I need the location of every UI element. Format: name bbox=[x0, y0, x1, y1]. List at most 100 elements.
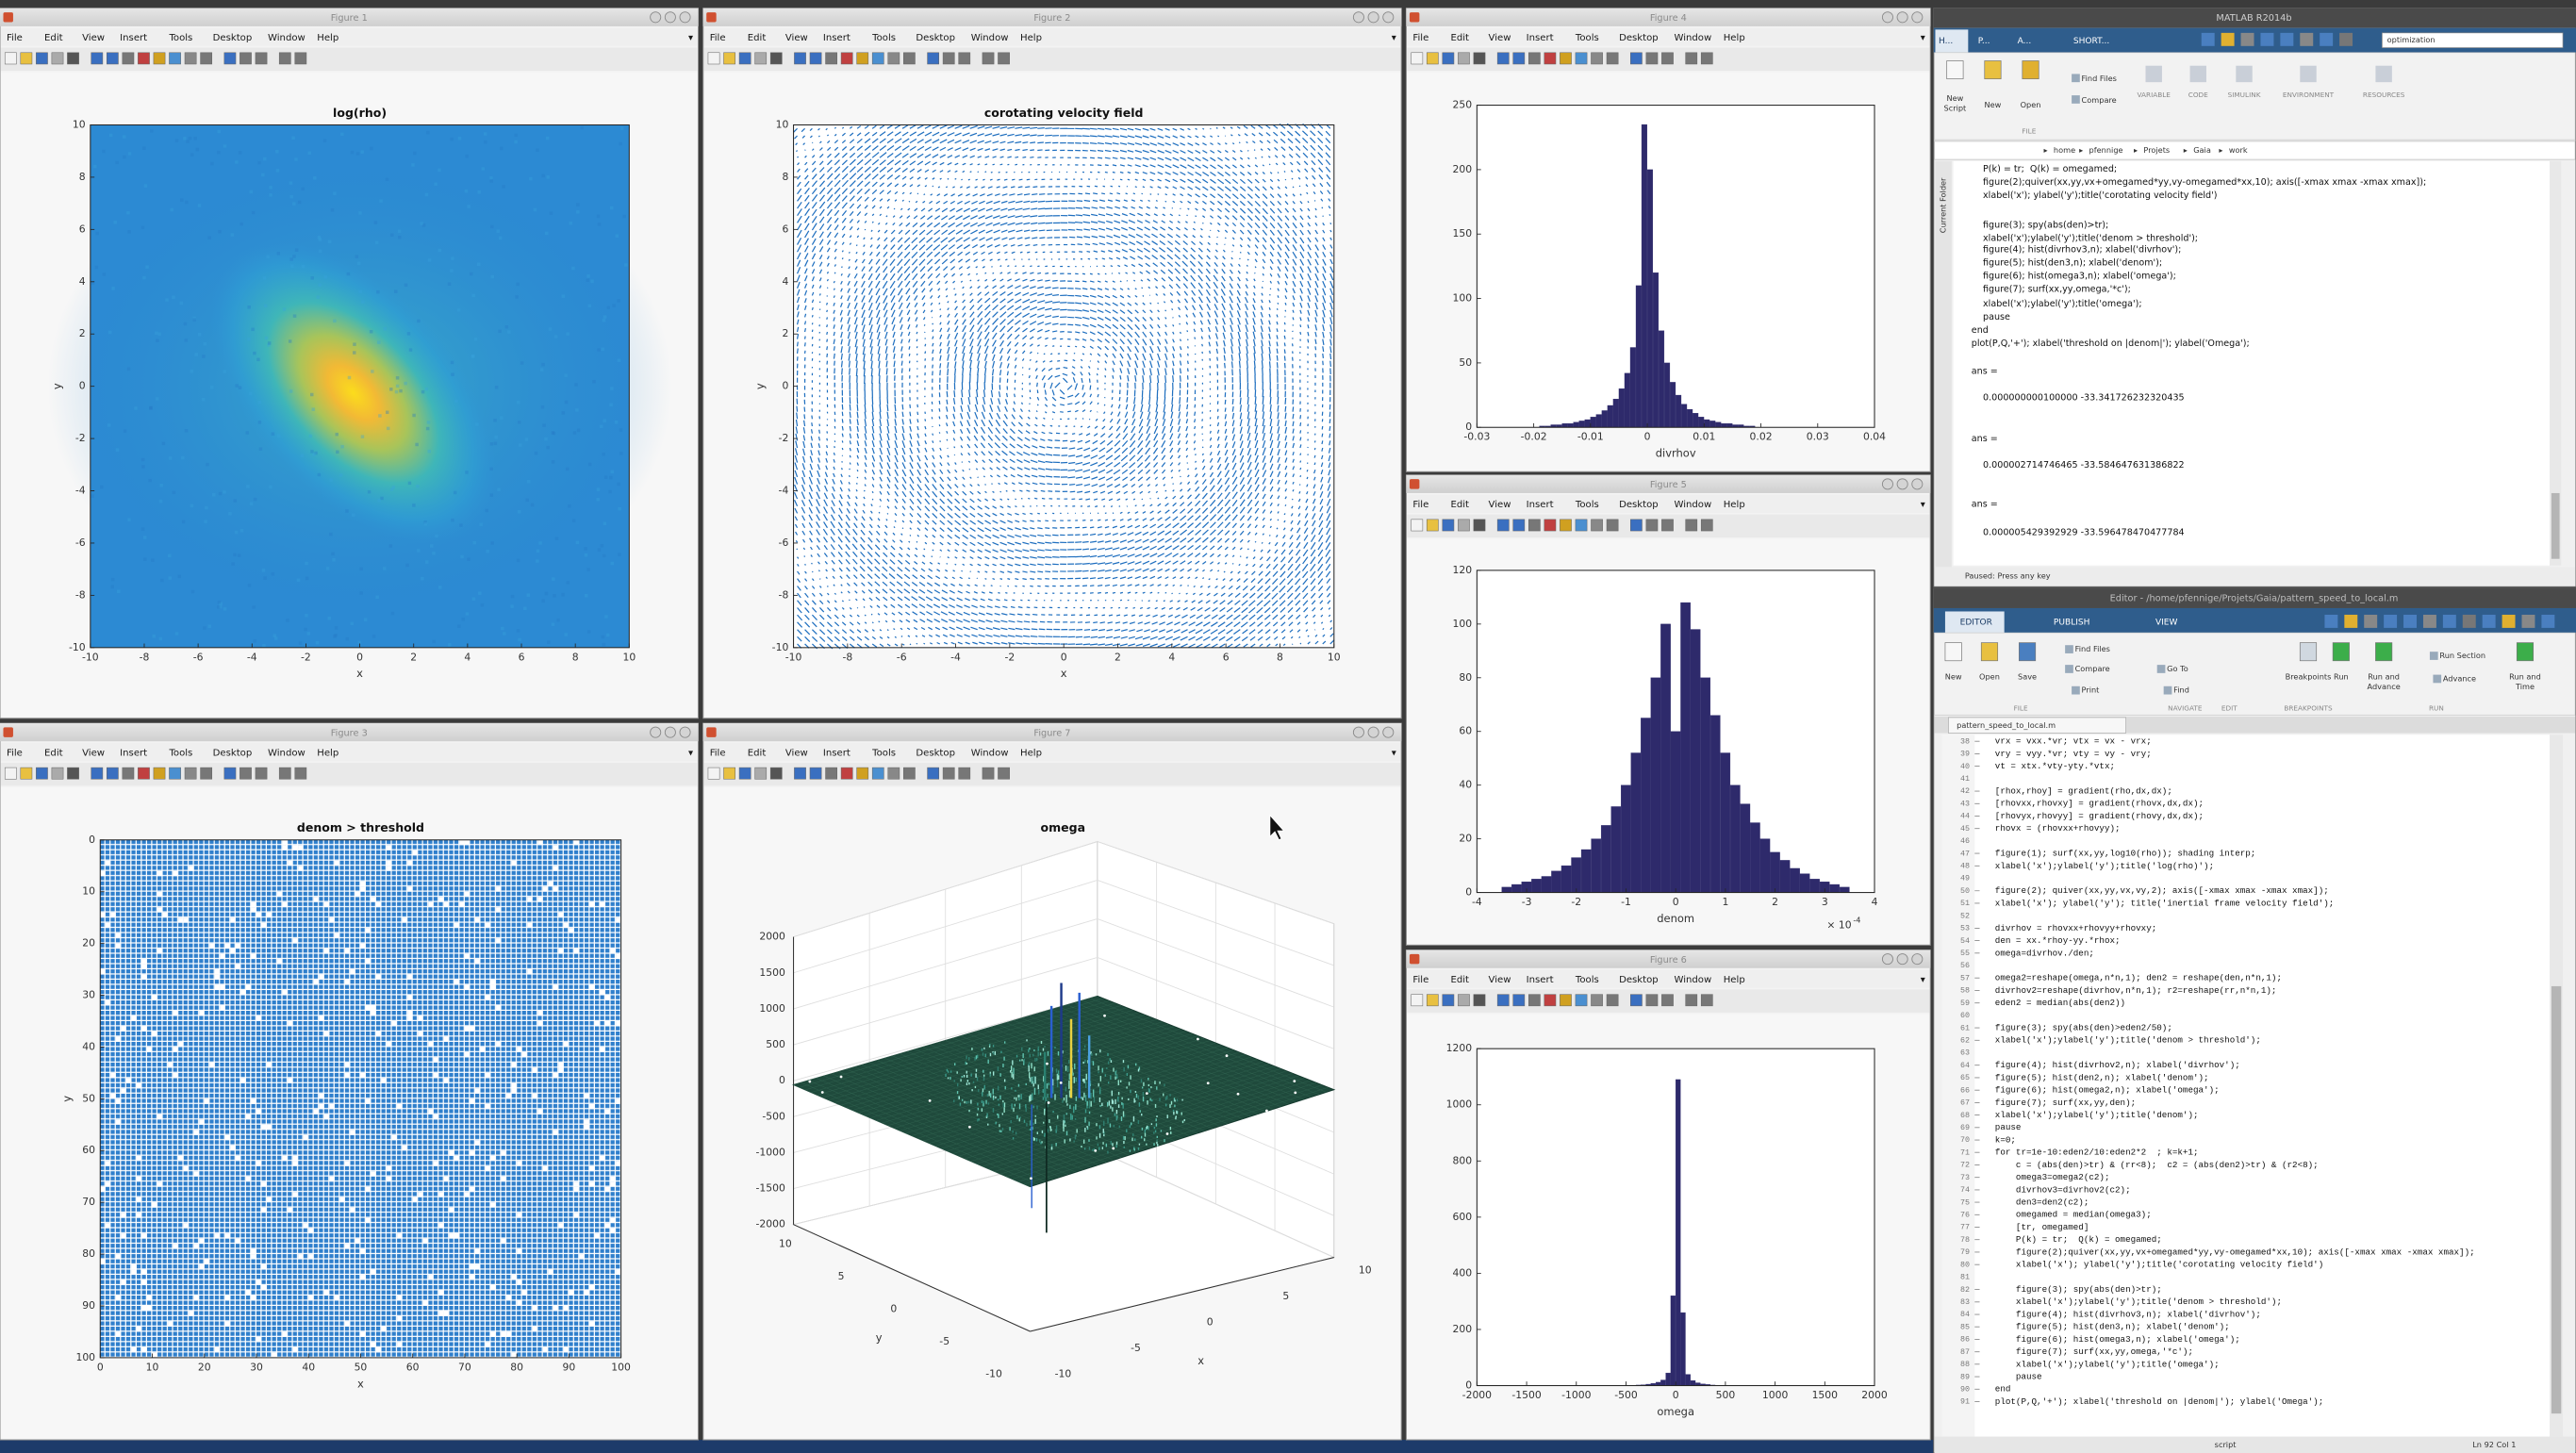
toolbar-button[interactable] bbox=[1513, 520, 1525, 531]
toolbar-button[interactable] bbox=[903, 768, 915, 779]
menu-item[interactable]: File bbox=[7, 33, 23, 43]
quick-access-button[interactable] bbox=[2344, 615, 2357, 628]
toolbar-button[interactable] bbox=[1646, 995, 1658, 1006]
toolbar-button[interactable] bbox=[794, 768, 805, 779]
menu-item[interactable]: View bbox=[1489, 33, 1511, 43]
toolbar-button[interactable] bbox=[169, 768, 180, 779]
toolbar-button[interactable] bbox=[1427, 520, 1438, 531]
toolbar-button[interactable] bbox=[1544, 995, 1556, 1006]
toolbar-button[interactable] bbox=[1497, 520, 1509, 531]
toolbar-button[interactable] bbox=[91, 768, 103, 779]
toolbar-button[interactable] bbox=[1443, 53, 1454, 64]
toolstrip-button-icon[interactable] bbox=[2375, 643, 2391, 661]
toolbar-button[interactable] bbox=[1497, 995, 1509, 1006]
toolbar-button[interactable] bbox=[1443, 995, 1454, 1006]
path-segment[interactable]: home bbox=[2054, 145, 2075, 155]
menu-item[interactable]: Window bbox=[971, 748, 1009, 758]
toolstrip-button-icon[interactable] bbox=[2146, 66, 2162, 82]
toolbar-button[interactable] bbox=[1576, 53, 1587, 64]
menu-item[interactable]: Desktop bbox=[1619, 975, 1659, 985]
toolstrip-button-icon[interactable] bbox=[2300, 66, 2316, 82]
menu-item[interactable]: Insert bbox=[120, 33, 147, 43]
menu-item[interactable]: Edit bbox=[44, 748, 63, 758]
menu-item[interactable]: Tools bbox=[871, 748, 896, 758]
toolbar-button[interactable] bbox=[1513, 995, 1525, 1006]
toolbar-button[interactable] bbox=[708, 53, 719, 64]
toolbar-button[interactable] bbox=[1544, 520, 1556, 531]
toolbar-button[interactable] bbox=[1513, 53, 1525, 64]
toolbar-button[interactable] bbox=[794, 53, 805, 64]
maximize-button[interactable] bbox=[1897, 954, 1907, 965]
toolbar-button[interactable] bbox=[983, 768, 994, 779]
toolstrip-button-label[interactable]: Compare bbox=[2082, 95, 2117, 105]
menu-item[interactable]: Window bbox=[268, 33, 305, 43]
menu-item[interactable]: Desktop bbox=[1619, 33, 1659, 43]
toolbar-button[interactable] bbox=[872, 768, 883, 779]
menu-item[interactable]: File bbox=[1412, 500, 1428, 510]
scrollbar-thumb[interactable] bbox=[2551, 986, 2561, 1413]
path-segment[interactable]: Projets bbox=[2143, 145, 2170, 155]
toolbar-button[interactable] bbox=[1560, 520, 1571, 531]
toolbar-button[interactable] bbox=[224, 768, 236, 779]
toolbar-button[interactable] bbox=[224, 53, 236, 64]
toolbar-button[interactable] bbox=[1591, 995, 1602, 1006]
toolstrip-button-label[interactable]: Run and bbox=[2509, 672, 2541, 682]
maximize-button[interactable] bbox=[1368, 12, 1379, 23]
toolbar-button[interactable] bbox=[755, 53, 767, 64]
toolbar-button[interactable] bbox=[943, 768, 954, 779]
toolbar-button[interactable] bbox=[998, 53, 1009, 64]
toolbar-button[interactable] bbox=[1701, 520, 1712, 531]
toolbar-button[interactable] bbox=[21, 768, 32, 779]
toolbar-button[interactable] bbox=[154, 53, 165, 64]
toolbar-button[interactable] bbox=[857, 53, 868, 64]
toolstrip-button-icon[interactable] bbox=[2072, 74, 2080, 82]
menu-item[interactable]: Help bbox=[317, 33, 339, 43]
toolbar-button[interactable] bbox=[1701, 53, 1712, 64]
toolbar-button[interactable] bbox=[810, 53, 821, 64]
toolstrip-button-label[interactable]: Compare bbox=[2075, 664, 2110, 673]
toolbar-button[interactable] bbox=[1686, 995, 1697, 1006]
toolstrip-button-label[interactable]: Advance bbox=[2443, 673, 2476, 683]
toolbar-button[interactable] bbox=[841, 53, 852, 64]
toolstrip-button-icon[interactable] bbox=[2157, 665, 2166, 673]
quick-access-button[interactable] bbox=[2241, 33, 2254, 46]
toolbar-button[interactable] bbox=[201, 768, 212, 779]
toolstrip-button-label[interactable]: Script bbox=[1944, 104, 1968, 113]
close-button[interactable] bbox=[680, 727, 690, 737]
toolbar-button[interactable] bbox=[279, 768, 290, 779]
toolbar-button[interactable] bbox=[943, 53, 954, 64]
toolbar-button[interactable] bbox=[1427, 53, 1438, 64]
toolbar-button[interactable] bbox=[91, 53, 103, 64]
minimize-button[interactable] bbox=[651, 12, 661, 23]
minimize-button[interactable] bbox=[1882, 12, 1892, 23]
menu-item[interactable]: Desktop bbox=[213, 33, 253, 43]
menu-item[interactable]: Insert bbox=[1527, 975, 1554, 985]
toolbar-button[interactable] bbox=[169, 53, 180, 64]
toolstrip-button-icon[interactable] bbox=[2065, 665, 2073, 673]
toolbar-button[interactable] bbox=[154, 768, 165, 779]
toolbar-button[interactable] bbox=[739, 768, 751, 779]
menu-item[interactable]: Window bbox=[971, 33, 1009, 43]
toolbar-button[interactable] bbox=[1661, 520, 1673, 531]
menu-item[interactable]: Help bbox=[317, 748, 339, 758]
toolbar-button[interactable] bbox=[1528, 53, 1540, 64]
menu-item[interactable]: Tools bbox=[1575, 33, 1599, 43]
toolbar-button[interactable] bbox=[998, 768, 1009, 779]
quick-access-button[interactable] bbox=[2260, 33, 2273, 46]
toolbar-button[interactable] bbox=[826, 768, 837, 779]
toolstrip-button-icon[interactable] bbox=[2375, 66, 2391, 82]
toolbar-button[interactable] bbox=[841, 768, 852, 779]
toolstrip-button-label[interactable]: Find Files bbox=[2075, 644, 2110, 653]
toolstrip-tab[interactable]: SHORT... bbox=[2073, 37, 2109, 46]
toolbar-button[interactable] bbox=[1686, 53, 1697, 64]
toolbar-button[interactable] bbox=[1412, 520, 1423, 531]
toolbar-button[interactable] bbox=[1661, 995, 1673, 1006]
toolstrip-button-icon[interactable] bbox=[2517, 643, 2533, 661]
toolbar-button[interactable] bbox=[1591, 53, 1602, 64]
toolstrip-button-label[interactable]: Save bbox=[2018, 672, 2037, 682]
toolbar-button[interactable] bbox=[1591, 520, 1602, 531]
toolstrip-tab[interactable]: EDITOR bbox=[1960, 618, 1993, 627]
maximize-button[interactable] bbox=[1368, 727, 1379, 737]
menu-item[interactable]: File bbox=[710, 33, 726, 43]
toolstrip-button-icon[interactable] bbox=[2236, 66, 2252, 82]
